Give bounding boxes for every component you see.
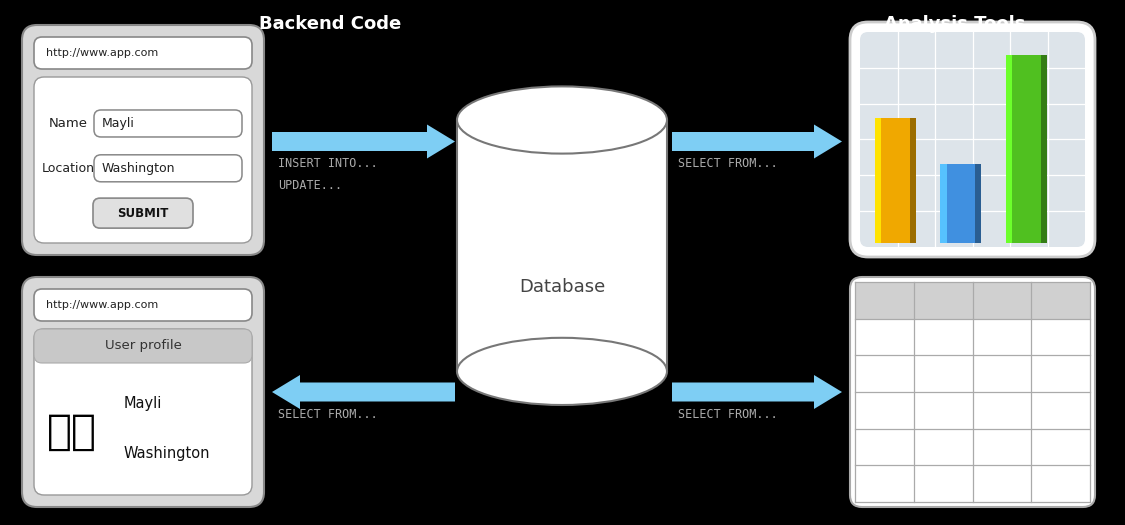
- FancyBboxPatch shape: [34, 37, 252, 69]
- Text: SELECT FROM...: SELECT FROM...: [678, 157, 777, 170]
- Bar: [855, 282, 1090, 319]
- FancyBboxPatch shape: [850, 277, 1095, 507]
- FancyBboxPatch shape: [94, 110, 242, 137]
- FancyBboxPatch shape: [860, 32, 1084, 247]
- Ellipse shape: [457, 87, 667, 154]
- Bar: [875, 118, 881, 243]
- Polygon shape: [672, 375, 842, 409]
- Text: INSERT INTO...: INSERT INTO...: [278, 157, 378, 170]
- FancyBboxPatch shape: [850, 22, 1095, 257]
- Text: SELECT FROM...: SELECT FROM...: [678, 408, 777, 421]
- FancyBboxPatch shape: [940, 164, 981, 243]
- Bar: [910, 118, 916, 243]
- Text: Mayli: Mayli: [124, 396, 162, 411]
- Text: SELECT FROM...: SELECT FROM...: [278, 408, 378, 421]
- Text: SUBMIT: SUBMIT: [117, 207, 169, 219]
- Text: User profile: User profile: [105, 340, 181, 352]
- Text: Analysis Tools: Analysis Tools: [884, 15, 1026, 33]
- FancyBboxPatch shape: [34, 329, 252, 495]
- Text: Backend Code: Backend Code: [259, 15, 402, 33]
- Polygon shape: [672, 124, 842, 159]
- Text: Washington: Washington: [102, 162, 176, 175]
- FancyBboxPatch shape: [875, 118, 916, 243]
- Text: Washington: Washington: [124, 446, 210, 461]
- FancyBboxPatch shape: [34, 289, 252, 321]
- Bar: [1006, 55, 1012, 243]
- FancyBboxPatch shape: [22, 25, 264, 255]
- FancyBboxPatch shape: [93, 198, 194, 228]
- Polygon shape: [457, 120, 667, 371]
- Text: Mayli: Mayli: [102, 117, 135, 130]
- Text: UPDATE...: UPDATE...: [278, 179, 342, 192]
- Text: http://www.app.com: http://www.app.com: [46, 48, 159, 58]
- Text: Location: Location: [42, 162, 94, 175]
- Polygon shape: [272, 375, 454, 409]
- FancyBboxPatch shape: [22, 277, 264, 507]
- FancyBboxPatch shape: [1006, 55, 1047, 243]
- FancyBboxPatch shape: [94, 155, 242, 182]
- Text: http://www.app.com: http://www.app.com: [46, 300, 159, 310]
- Ellipse shape: [457, 338, 667, 405]
- Bar: [1041, 55, 1047, 243]
- Bar: [940, 164, 946, 243]
- FancyBboxPatch shape: [34, 77, 252, 243]
- Text: 👩🏿: 👩🏿: [47, 411, 97, 453]
- Polygon shape: [272, 124, 454, 159]
- Bar: [975, 164, 981, 243]
- Text: Database: Database: [519, 278, 605, 297]
- FancyBboxPatch shape: [34, 329, 252, 363]
- Text: Name: Name: [50, 117, 88, 130]
